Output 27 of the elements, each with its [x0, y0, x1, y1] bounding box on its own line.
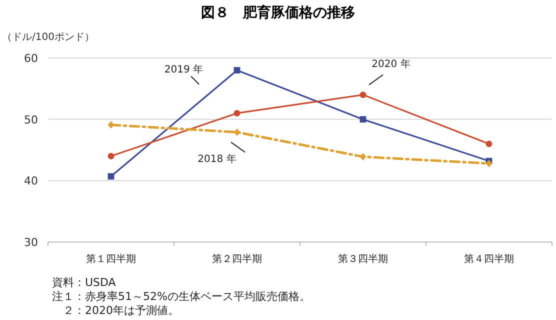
- y-tick-label: 30: [24, 236, 38, 249]
- point: [108, 152, 114, 160]
- text: 資料：USDA: [52, 276, 116, 289]
- point: [360, 116, 366, 123]
- text: ２：2020年は予測値。: [52, 304, 179, 317]
- point: [234, 67, 240, 74]
- point: [360, 153, 366, 160]
- point: [108, 121, 114, 129]
- x-tick-label: 第４四半期: [464, 253, 514, 265]
- y-tick-label: 60: [24, 52, 38, 65]
- point: [234, 128, 240, 136]
- x-tick-label: 第３四半期: [338, 253, 388, 265]
- text: 2020 年: [372, 58, 410, 70]
- point: [360, 92, 366, 98]
- series-label: 2019 年: [164, 63, 203, 76]
- point: [108, 173, 114, 180]
- text: 注１：赤身率51～52%の生体ベース平均販売価格。: [52, 290, 310, 303]
- point: [486, 140, 492, 148]
- chart-title: 図８ 肥育豚価格の推移: [201, 4, 355, 21]
- y-axis-title: （ドル/100ポンド）: [2, 32, 94, 43]
- point: [234, 110, 240, 116]
- point: [486, 160, 492, 168]
- y-tick-label: 40: [24, 174, 38, 188]
- y-tick-label: 50: [24, 113, 38, 126]
- x-tick-label: 第１四半期: [86, 253, 136, 265]
- series-label: 2018 年: [198, 153, 236, 166]
- x-tick-label: 第２四半期: [212, 253, 262, 265]
